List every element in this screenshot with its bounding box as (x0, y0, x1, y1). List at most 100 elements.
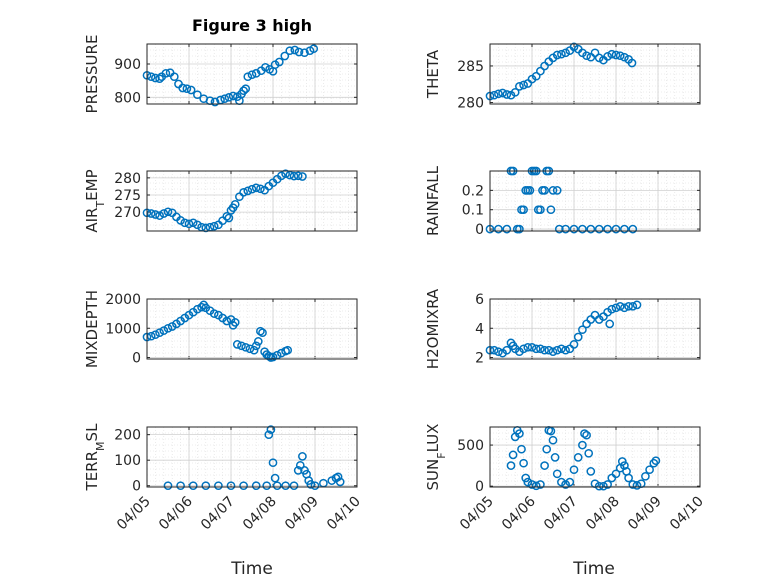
data-point (510, 87, 520, 97)
data-point (627, 58, 637, 68)
data-point (169, 72, 179, 82)
data-point (525, 186, 535, 195)
data-point (546, 205, 556, 215)
subplot-6: 2 4 6 H2OMIXRA (424, 288, 701, 369)
data-point (561, 48, 570, 58)
y-tick-label: 0 (132, 479, 141, 495)
data-point (239, 86, 248, 96)
axes-box (489, 170, 701, 232)
x-axis-label-left: Time (230, 559, 273, 579)
data-point (247, 184, 257, 194)
data-point (624, 301, 633, 311)
data-point (209, 221, 219, 231)
data-point (306, 480, 316, 489)
data-point (594, 224, 604, 234)
x-axis-label-right: Time (572, 559, 615, 579)
data-point (155, 74, 164, 84)
y-axis-label-main: H2OMIXRA (424, 288, 442, 369)
data-point (523, 477, 533, 487)
data-point (309, 44, 319, 54)
y-axis-label-tail: SL (83, 423, 101, 442)
data-point (561, 224, 570, 234)
data-point (605, 319, 615, 329)
y-axis-label: PRESSURE (83, 35, 101, 114)
y-axis-label-tail: LUX (424, 424, 442, 453)
data-point (628, 301, 638, 311)
y-tick-label: 285 (457, 59, 484, 75)
data-point (210, 97, 220, 107)
data-point (310, 481, 320, 491)
subplot-4: 0 0.1 0.2 RAINFALL (424, 165, 701, 238)
data-point (226, 481, 236, 491)
data-point (251, 183, 261, 193)
data-point (502, 224, 512, 234)
data-point (155, 328, 164, 338)
data-point (277, 171, 286, 181)
x-tick-label: 04/09 (282, 494, 322, 534)
x-tick-label: 04/10 (667, 494, 707, 534)
data-point (519, 80, 528, 90)
data-point (295, 460, 305, 470)
y-tick-label: 1000 (105, 321, 141, 337)
axes-box (489, 43, 701, 105)
data-point (193, 220, 202, 230)
y-axis-label-main: SUN (424, 459, 442, 491)
y-tick-label: 4 (475, 321, 484, 337)
axes-box (489, 426, 701, 488)
data-point (540, 345, 549, 355)
data-point (294, 47, 304, 57)
data-point (494, 89, 503, 99)
data-point (232, 340, 242, 349)
data-point (280, 51, 290, 61)
data-point (228, 91, 238, 101)
data-point (536, 66, 545, 76)
data-point (515, 429, 524, 438)
data-point (239, 481, 248, 491)
data-point (489, 345, 499, 355)
x-tick-label: 04/05 (114, 494, 154, 534)
data-point (239, 187, 248, 197)
data-point (611, 224, 621, 234)
y-axis-label-main: RAINFALL (424, 165, 442, 236)
data-point (180, 218, 190, 228)
data-point (620, 303, 629, 313)
data-point (607, 473, 617, 483)
data-point (569, 340, 579, 349)
data-point (527, 342, 537, 352)
data-point (590, 310, 600, 320)
figure-title: Figure 3 high (192, 16, 312, 35)
data-point (599, 481, 608, 491)
data-point (628, 480, 638, 489)
y-tick-label: 200 (114, 428, 141, 444)
data-point (645, 465, 654, 475)
data-point (176, 481, 185, 491)
data-point (611, 303, 621, 313)
data-point (584, 448, 594, 458)
data-point (161, 68, 171, 78)
data-point (536, 344, 545, 354)
data-point (249, 345, 259, 355)
data-point (552, 186, 562, 195)
y-axis-label: TERRMSL (83, 423, 107, 492)
data-point (521, 473, 531, 483)
data-point (262, 481, 272, 491)
data-point (615, 51, 625, 61)
data-point (333, 472, 343, 482)
data-point (515, 224, 524, 234)
data-point (186, 85, 196, 95)
data-point (548, 347, 558, 357)
data-point (620, 224, 629, 234)
y-tick-label: 6 (475, 292, 484, 308)
y-axis-label: RAINFALL (424, 165, 442, 236)
data-point (582, 51, 591, 61)
y-tick-label: 2000 (105, 292, 141, 308)
data-point (241, 84, 251, 94)
y-axis-label: THETA (424, 49, 442, 99)
axes-box (146, 170, 358, 232)
data-point (594, 481, 604, 491)
data-point (222, 211, 232, 221)
data-point (251, 68, 261, 78)
data-point (573, 453, 583, 462)
data-point (235, 192, 244, 202)
